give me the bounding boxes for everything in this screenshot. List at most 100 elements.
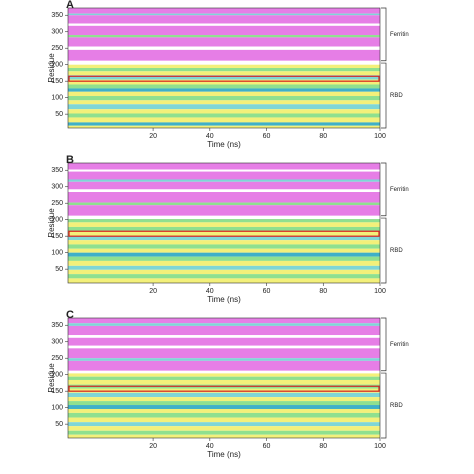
y-tick-label: 200 bbox=[51, 372, 63, 379]
bracket-label: RBD bbox=[390, 248, 403, 254]
stripe bbox=[68, 256, 380, 261]
stripe bbox=[68, 13, 380, 16]
stripe bbox=[68, 231, 380, 237]
stripe bbox=[68, 35, 380, 38]
y-tick-label: 150 bbox=[51, 388, 63, 395]
stripe bbox=[68, 278, 380, 283]
highlight-box bbox=[68, 75, 380, 82]
stripe bbox=[68, 84, 380, 89]
stripe bbox=[68, 417, 380, 423]
x-tick-label: 20 bbox=[149, 133, 157, 140]
highlight-box bbox=[68, 230, 380, 237]
stripe bbox=[68, 430, 380, 435]
stripe bbox=[68, 109, 380, 114]
x-tick-label: 100 bbox=[374, 288, 386, 295]
y-tick-label: 300 bbox=[51, 339, 63, 346]
stripe bbox=[68, 163, 380, 170]
y-tick-label: 250 bbox=[51, 200, 63, 207]
stripe bbox=[68, 348, 380, 359]
stripe bbox=[68, 219, 380, 223]
x-tick-label: 80 bbox=[319, 443, 327, 450]
panel-letter: B bbox=[66, 154, 74, 166]
stripe bbox=[68, 202, 380, 206]
panel-letter: A bbox=[66, 0, 74, 11]
y-tick-label: 200 bbox=[51, 217, 63, 224]
stripe bbox=[68, 68, 380, 72]
bracket bbox=[381, 7, 387, 62]
bracket bbox=[381, 317, 387, 372]
stripe bbox=[68, 434, 380, 438]
stripe bbox=[68, 96, 380, 101]
stripe bbox=[68, 405, 380, 409]
stripe bbox=[68, 91, 380, 97]
bracket bbox=[381, 217, 387, 284]
stripe bbox=[68, 75, 380, 80]
stripe bbox=[68, 125, 380, 128]
stripe bbox=[68, 269, 380, 275]
bracket bbox=[381, 372, 387, 439]
stripe bbox=[68, 171, 380, 180]
y-tick-label: 350 bbox=[51, 12, 63, 19]
stripe bbox=[68, 240, 380, 245]
stripe bbox=[68, 60, 380, 65]
stripe bbox=[68, 117, 380, 123]
stripe bbox=[68, 64, 380, 68]
bracket-label: Ferritin bbox=[390, 32, 409, 38]
bracket-label: Ferritin bbox=[390, 342, 409, 348]
stripe bbox=[68, 49, 380, 61]
y-tick-label: 200 bbox=[51, 62, 63, 69]
stripe bbox=[68, 252, 380, 257]
stripe bbox=[68, 88, 380, 92]
stripe bbox=[68, 192, 380, 203]
stripe bbox=[68, 360, 380, 371]
x-tick-label: 80 bbox=[319, 133, 327, 140]
stripe bbox=[68, 422, 380, 427]
y-tick-label: 300 bbox=[51, 29, 63, 36]
x-tick-label: 40 bbox=[206, 133, 214, 140]
bracket-label: Ferritin bbox=[390, 187, 409, 193]
stripe bbox=[68, 373, 380, 377]
x-tick-label: 80 bbox=[319, 288, 327, 295]
x-tick-label: 60 bbox=[263, 443, 271, 450]
stripe bbox=[68, 248, 380, 253]
stripe bbox=[68, 179, 380, 182]
y-tick-label: 350 bbox=[51, 322, 63, 329]
x-axis-label: Time (ns) bbox=[207, 450, 241, 459]
x-tick-label: 100 bbox=[374, 443, 386, 450]
stripe bbox=[68, 318, 380, 324]
y-tick-label: 100 bbox=[51, 95, 63, 102]
stripe bbox=[68, 113, 380, 118]
stripe bbox=[68, 122, 380, 126]
x-tick-label: 60 bbox=[263, 133, 271, 140]
x-tick-label: 20 bbox=[149, 443, 157, 450]
x-tick-label: 20 bbox=[149, 288, 157, 295]
stripe bbox=[68, 265, 380, 270]
stripe bbox=[68, 169, 380, 172]
stripe bbox=[68, 323, 380, 326]
stripe bbox=[68, 345, 380, 349]
y-tick-label: 50 bbox=[55, 266, 63, 273]
y-tick-label: 50 bbox=[55, 111, 63, 118]
bracket bbox=[381, 62, 387, 129]
stripe bbox=[68, 397, 380, 402]
y-tick-label: 250 bbox=[51, 45, 63, 52]
y-axis-label: Residue bbox=[47, 208, 56, 238]
y-tick-label: 100 bbox=[51, 405, 63, 412]
bracket-label: RBD bbox=[390, 403, 403, 409]
panel-letter: C bbox=[66, 309, 74, 321]
stripe bbox=[68, 181, 380, 190]
stripe bbox=[68, 79, 380, 85]
stripe bbox=[68, 379, 380, 385]
stripe bbox=[68, 408, 380, 413]
y-tick-label: 150 bbox=[51, 233, 63, 240]
stripe bbox=[68, 358, 380, 361]
y-tick-label: 150 bbox=[51, 78, 63, 85]
y-tick-label: 300 bbox=[51, 184, 63, 191]
x-tick-label: 60 bbox=[263, 288, 271, 295]
stripe bbox=[68, 8, 380, 14]
x-tick-label: 100 bbox=[374, 133, 386, 140]
stripe bbox=[68, 325, 380, 336]
stripe bbox=[68, 260, 380, 266]
stripe bbox=[68, 222, 380, 227]
stripe bbox=[68, 71, 380, 76]
